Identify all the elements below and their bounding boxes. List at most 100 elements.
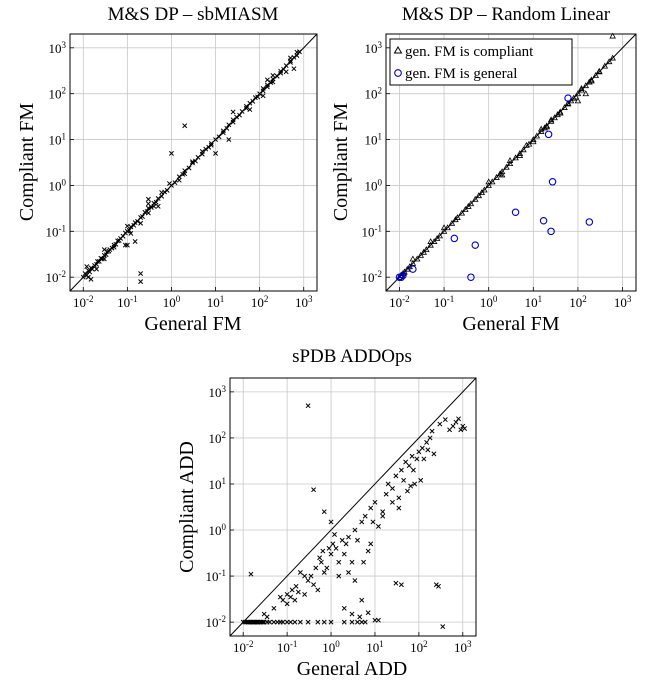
- data-point: [601, 62, 609, 69]
- data-point: [155, 196, 161, 201]
- data-point: [328, 619, 334, 625]
- data-point: [302, 573, 308, 579]
- data-point: [159, 190, 165, 195]
- points-layer: [385, 32, 637, 292]
- data-point: [429, 428, 435, 434]
- data-point: [357, 614, 363, 620]
- y-tick-label: 100: [209, 522, 227, 538]
- data-point: [412, 481, 418, 487]
- data-point: [572, 93, 580, 100]
- data-point: [355, 537, 360, 543]
- data-point: [539, 216, 548, 225]
- data-point: [230, 117, 236, 123]
- x-tick-label: 100: [480, 294, 498, 310]
- data-point: [417, 251, 425, 258]
- data-point: [288, 59, 293, 65]
- data-point: [239, 108, 245, 114]
- y-axis-label: Compliant ADD: [176, 441, 198, 573]
- data-point: [543, 122, 551, 129]
- data-point: [440, 224, 448, 231]
- x-tick-label: 103: [454, 639, 472, 655]
- data-point: [145, 201, 151, 207]
- data-point: [126, 227, 132, 233]
- tick-labels: 10-2 10-2 10-1 10-1 100 100 101 101 102 102 103 103: [206, 384, 473, 655]
- data-point: [574, 97, 582, 104]
- data-point: [99, 256, 105, 262]
- data-point: [383, 491, 389, 497]
- data-point: [498, 168, 506, 175]
- data-point: [530, 136, 537, 143]
- data-point: [427, 238, 434, 244]
- data-point: [488, 178, 496, 185]
- grid: [230, 378, 476, 636]
- tick-labels: 10-2 10-2 10-1 10-1 100 100 101 101 102 102 103 103: [362, 40, 632, 310]
- data-point: [588, 77, 595, 84]
- data-point: [164, 187, 170, 193]
- y-tick-label: 100: [365, 177, 383, 193]
- data-point: [216, 134, 222, 140]
- data-point: [341, 551, 347, 557]
- data-point: [278, 68, 284, 74]
- data-point: [471, 241, 480, 249]
- x-tick-label: 102: [251, 294, 269, 310]
- data-point: [471, 195, 479, 202]
- x-tick-label: 103: [295, 294, 313, 310]
- data-point: [208, 141, 214, 146]
- data-point: [284, 591, 290, 597]
- data-point: [336, 559, 342, 565]
- data-point: [551, 114, 558, 121]
- data-point: [375, 523, 381, 529]
- diagonal-line: [229, 377, 477, 637]
- data-point: [324, 565, 330, 571]
- grid: [70, 34, 317, 291]
- data-point: [370, 519, 376, 525]
- data-point: [320, 548, 326, 554]
- data-point: [230, 109, 236, 115]
- data-point: [243, 105, 249, 111]
- panel-sbmiasm: M&S DP – sbMIASM 10-210-210-110-11001001…: [16, 4, 318, 335]
- data-point: [84, 264, 90, 270]
- x-axis-label: General FM: [144, 313, 241, 335]
- data-point: [264, 614, 270, 620]
- y-tick-label: 10-2: [46, 269, 67, 285]
- y-tick-label: 101: [365, 132, 383, 148]
- data-point: [315, 587, 321, 593]
- data-point: [389, 499, 395, 505]
- data-point: [288, 619, 294, 625]
- legend-label-compliant: gen. FM is compliant: [405, 44, 534, 60]
- data-point: [362, 513, 368, 519]
- y-tick-label: 103: [365, 40, 383, 56]
- data-point: [341, 619, 347, 625]
- y-tick-label: 101: [209, 476, 227, 492]
- data-point: [294, 49, 300, 55]
- data-point: [548, 178, 557, 186]
- data-point: [503, 163, 510, 170]
- data-point: [203, 146, 209, 152]
- data-point: [380, 509, 386, 515]
- data-point: [343, 541, 349, 547]
- data-point: [368, 505, 374, 511]
- data-point: [406, 463, 412, 469]
- data-point: [516, 152, 524, 158]
- data-point: [267, 619, 273, 625]
- data-point: [135, 218, 140, 224]
- data-point: [124, 242, 130, 248]
- panel-random-linear: M&S DP – Random Linear 10-210-210-110-11…: [330, 4, 637, 335]
- data-point: [132, 239, 138, 244]
- data-point: [101, 256, 107, 262]
- x-tick-label: 100: [322, 639, 340, 655]
- data-point: [458, 427, 464, 433]
- data-point: [213, 150, 218, 156]
- x-tick-label: 102: [569, 294, 587, 310]
- data-point: [385, 481, 391, 487]
- data-point: [226, 137, 232, 143]
- data-point: [264, 77, 270, 83]
- data-point: [436, 583, 441, 589]
- data-point: [220, 130, 226, 136]
- data-point: [582, 82, 590, 89]
- data-point: [124, 223, 130, 229]
- data-point: [190, 159, 195, 165]
- data-point: [145, 196, 151, 202]
- data-point: [328, 551, 334, 557]
- data-point: [336, 573, 342, 579]
